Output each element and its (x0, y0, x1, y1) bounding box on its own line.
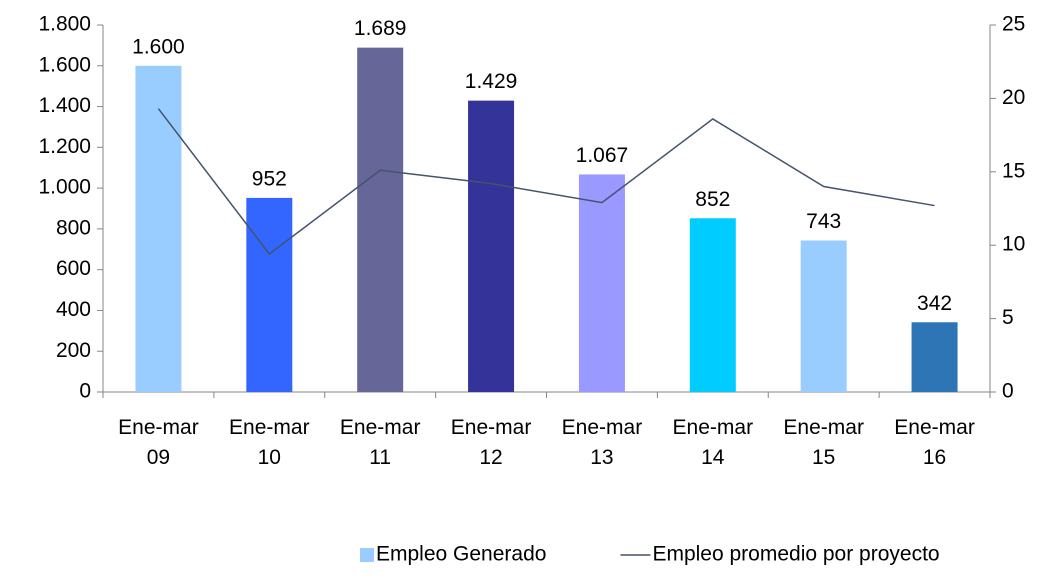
y2-tick-label: 15 (1002, 159, 1025, 182)
x-tick-label-line: 16 (923, 446, 946, 469)
x-tick-label-line: 13 (590, 446, 613, 469)
bar-value-label: 1.067 (576, 144, 629, 167)
x-tick-label-line: 09 (147, 446, 170, 469)
y-tick-label: 200 (56, 339, 91, 362)
bar (468, 100, 515, 393)
x-tick-label-line: 11 (369, 446, 391, 469)
bar (800, 240, 847, 392)
line-series (157, 108, 935, 256)
x-tick-label-line: Ene-mar (562, 416, 643, 439)
bar-value-label: 342 (917, 292, 952, 315)
x-tick-label-line: 10 (258, 446, 281, 469)
y2-tick-label: 20 (1002, 86, 1025, 109)
x-tick-label: Ene-mar 11 (340, 416, 421, 469)
bar (578, 174, 625, 392)
x-tick-label-line: Ene-mar (783, 416, 864, 439)
x-tick-label-line: 14 (701, 446, 725, 469)
x-tick-label-line: 15 (812, 446, 835, 469)
y-tick-label: 1.000 (38, 176, 91, 199)
bar-value-label: 1.429 (465, 70, 518, 93)
y-tick-label: 0 (79, 380, 91, 403)
bar-value-label: 743 (806, 210, 841, 233)
x-tick-label-line: 12 (479, 446, 502, 469)
x-tick-label-line: Ene-mar (673, 416, 754, 439)
bar-value-label: 1.689 (354, 17, 407, 40)
legend-label: Empleo promedio por proyecto (652, 543, 939, 566)
x-tick-label: Ene-mar 15 (783, 416, 864, 469)
x-tick-label-line: Ene-mar (451, 416, 532, 439)
bar (357, 47, 404, 393)
bar (246, 197, 293, 392)
x-tick-label-line: Ene-mar (118, 416, 199, 439)
x-tick-label-line: Ene-mar (894, 416, 975, 439)
x-tick-label: Ene-mar 16 (894, 416, 975, 469)
y-tick-label: 1.400 (38, 94, 91, 117)
y-tick-label: 400 (56, 298, 91, 321)
x-tick-label: Ene-mar 09 (118, 416, 199, 469)
x-tick-label-line: Ene-mar (340, 416, 421, 439)
bar-value-label: 852 (695, 188, 730, 211)
y-tick-label: 600 (56, 257, 91, 280)
x-tick-label-line: Ene-mar (229, 416, 310, 439)
y-tick-label: 1.200 (38, 135, 91, 158)
y2-tick-label: 10 (1002, 233, 1025, 256)
bar-value-label: 1.600 (132, 35, 185, 58)
y2-tick-label: 5 (1002, 306, 1014, 329)
x-tick-label: Ene-mar 13 (562, 416, 643, 469)
y-tick-label: 800 (56, 216, 91, 239)
bar-value-label: 952 (252, 167, 287, 190)
x-tick-label: Ene-mar 12 (451, 416, 532, 469)
y2-tick-label: 0 (1002, 380, 1014, 403)
bar (911, 322, 958, 392)
legend-label: Empleo Generado (376, 543, 546, 566)
y-tick-label: 1.600 (38, 53, 91, 76)
y-tick-label: 1.800 (38, 13, 91, 36)
bar (135, 65, 182, 393)
legend-swatch (360, 548, 374, 562)
y2-tick-label: 25 (1002, 13, 1025, 36)
x-tick-label: Ene-mar 14 (673, 416, 754, 469)
x-tick-label: Ene-mar 10 (229, 416, 310, 469)
bar (689, 218, 736, 392)
